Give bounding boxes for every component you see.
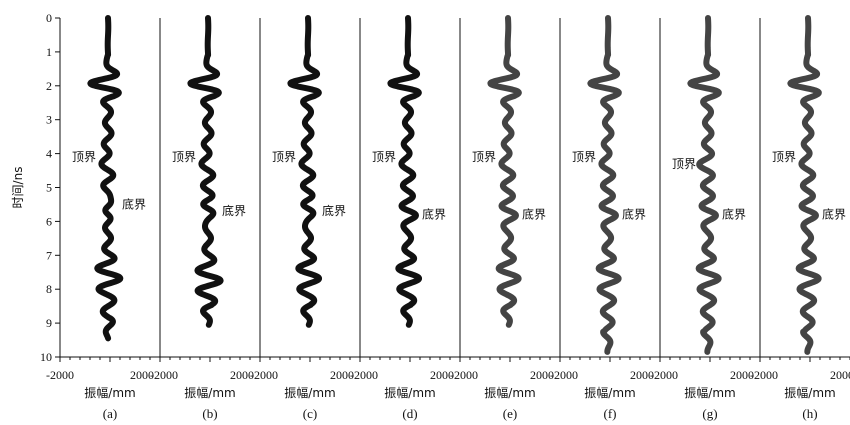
panel-label: (c) — [303, 406, 317, 421]
x-axis-title: 振幅/mm — [384, 385, 435, 400]
y-tick-label: 7 — [46, 248, 52, 262]
bottom-boundary-label: 底界 — [622, 207, 646, 222]
x-tick-label: 2000 — [130, 368, 154, 382]
panel-label: (d) — [402, 406, 417, 421]
top-boundary-label: 顶界 — [172, 150, 196, 164]
x-tick-label: 2000 — [830, 368, 850, 382]
y-tick-label: 2 — [46, 79, 52, 93]
panel-label: (b) — [202, 406, 217, 421]
y-axis-title: 时间/ns — [11, 167, 25, 209]
x-tick-label: 2000 — [230, 368, 254, 382]
waveform-trace — [187, 15, 224, 328]
y-tick-label: 3 — [46, 113, 52, 127]
y-tick-label: 9 — [46, 316, 52, 330]
panel-label: (g) — [702, 406, 717, 421]
y-tick-label: 0 — [46, 11, 52, 25]
top-boundary-label: 顶界 — [572, 150, 596, 164]
panel-label: (h) — [802, 406, 817, 421]
panel-label: (a) — [103, 406, 117, 421]
top-boundary-label: 顶界 — [472, 150, 496, 164]
waveform-trace — [87, 15, 124, 342]
x-tick-label: 2000 — [530, 368, 554, 382]
panel-label: (e) — [503, 406, 517, 421]
x-axis-title: 振幅/mm — [284, 385, 335, 400]
x-tick-label: -2000 — [350, 368, 378, 382]
x-tick-label: -2000 — [750, 368, 778, 382]
bottom-boundary-label: 底界 — [222, 203, 246, 218]
bottom-boundary-label: 底界 — [822, 207, 846, 222]
bottom-boundary-label: 底界 — [122, 196, 146, 211]
x-tick-label: -2000 — [550, 368, 578, 382]
y-axis: 0 1 2 3 4 5 6 7 8 9 10 — [40, 11, 61, 364]
x-tick-label: -2000 — [46, 368, 74, 382]
x-tick-label: 2000 — [330, 368, 354, 382]
x-tick-label: 2000 — [430, 368, 454, 382]
bottom-boundary-label: 底界 — [522, 207, 546, 222]
top-boundary-label: 顶界 — [272, 150, 296, 164]
top-boundary-label: 顶界 — [372, 150, 396, 164]
top-boundary-label: 顶界 — [72, 150, 96, 164]
x-axis-title: 振幅/mm — [84, 385, 135, 400]
bottom-boundary-label: 底界 — [422, 207, 446, 222]
x-tick-label: 2000 — [630, 368, 654, 382]
x-tick-label: -2000 — [150, 368, 178, 382]
y-tick-label: 4 — [46, 147, 52, 161]
waveform-trace — [687, 15, 722, 355]
y-tick-label: 1 — [46, 45, 52, 59]
waveform-trace — [787, 15, 822, 355]
y-tick-label: 5 — [46, 181, 52, 195]
x-tick-label: -2000 — [250, 368, 278, 382]
x-axis-title: 振幅/mm — [784, 385, 835, 400]
bottom-boundary-label: 底界 — [322, 203, 346, 218]
x-tick-label: 2000 — [730, 368, 754, 382]
x-axis-title: 振幅/mm — [584, 385, 635, 400]
waveform-trace — [387, 15, 423, 328]
waveform-trace — [587, 15, 622, 355]
panel-label: (f) — [604, 406, 617, 421]
y-tick-label: 6 — [46, 214, 52, 228]
y-tick-label: 10 — [40, 350, 52, 364]
waveform-trace — [287, 15, 323, 328]
top-boundary-label: 顶界 — [672, 157, 696, 171]
x-axis-title: 振幅/mm — [484, 385, 535, 400]
x-tick-label: -2000 — [650, 368, 678, 382]
x-tick-label: -2000 — [450, 368, 478, 382]
y-tick-label: 8 — [46, 282, 52, 296]
x-axis-title: 振幅/mm — [184, 385, 235, 400]
bottom-boundary-label: 底界 — [722, 207, 746, 222]
waveform-trace — [487, 15, 522, 328]
top-boundary-label: 顶界 — [772, 150, 796, 164]
x-axis-title: 振幅/mm — [684, 385, 735, 400]
